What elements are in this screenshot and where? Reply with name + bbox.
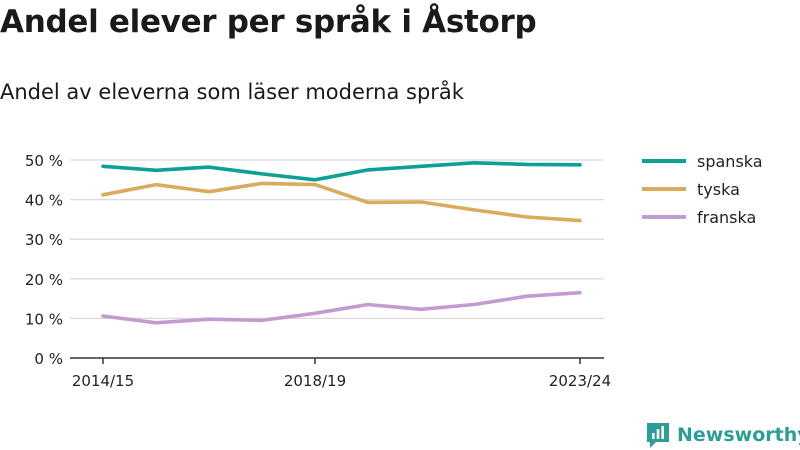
chart-subtitle: Andel av eleverna som läser moderna språ… xyxy=(0,80,464,104)
line-chart: 0 %10 %20 %30 %40 %50 % 2014/15 2018/19 20… xyxy=(25,152,763,390)
x-axis: 2014/15 2018/19 2023/24 xyxy=(70,357,611,390)
y-tick-label: 50 % xyxy=(25,152,63,170)
chart-title: Andel elever per språk i Åstorp xyxy=(0,4,537,40)
newsworthy-logo-icon xyxy=(647,423,669,448)
legend-label-tyska: tyska xyxy=(697,180,740,199)
legend: spanska tyska franska xyxy=(642,152,763,227)
y-tick-label: 40 % xyxy=(25,192,63,210)
x-tick-label: 2018/19 xyxy=(284,372,346,390)
legend-label-spanska: spanska xyxy=(697,152,763,171)
series-lines xyxy=(101,161,582,325)
gridlines xyxy=(70,159,604,320)
y-axis-ticks: 0 % 10 % 20 % 30 % 40 % 50 % xyxy=(25,152,63,368)
series-line-tyska xyxy=(101,181,582,223)
x-tick-label: 2014/15 xyxy=(72,372,134,390)
series-line-franska xyxy=(101,290,582,325)
x-tick-label: 2023/24 xyxy=(549,372,611,390)
newsworthy-logo[interactable]: Newsworthy xyxy=(645,420,800,450)
y-tick-label: 20 % xyxy=(25,271,63,289)
series-line-spanska xyxy=(101,161,582,182)
y-tick-label: 30 % xyxy=(25,231,63,249)
legend-label-franska: franska xyxy=(697,208,756,227)
y-tick-label: 10 % xyxy=(25,310,63,328)
brand-name: Newsworthy xyxy=(677,424,800,446)
y-tick-label: 0 % xyxy=(34,350,63,368)
